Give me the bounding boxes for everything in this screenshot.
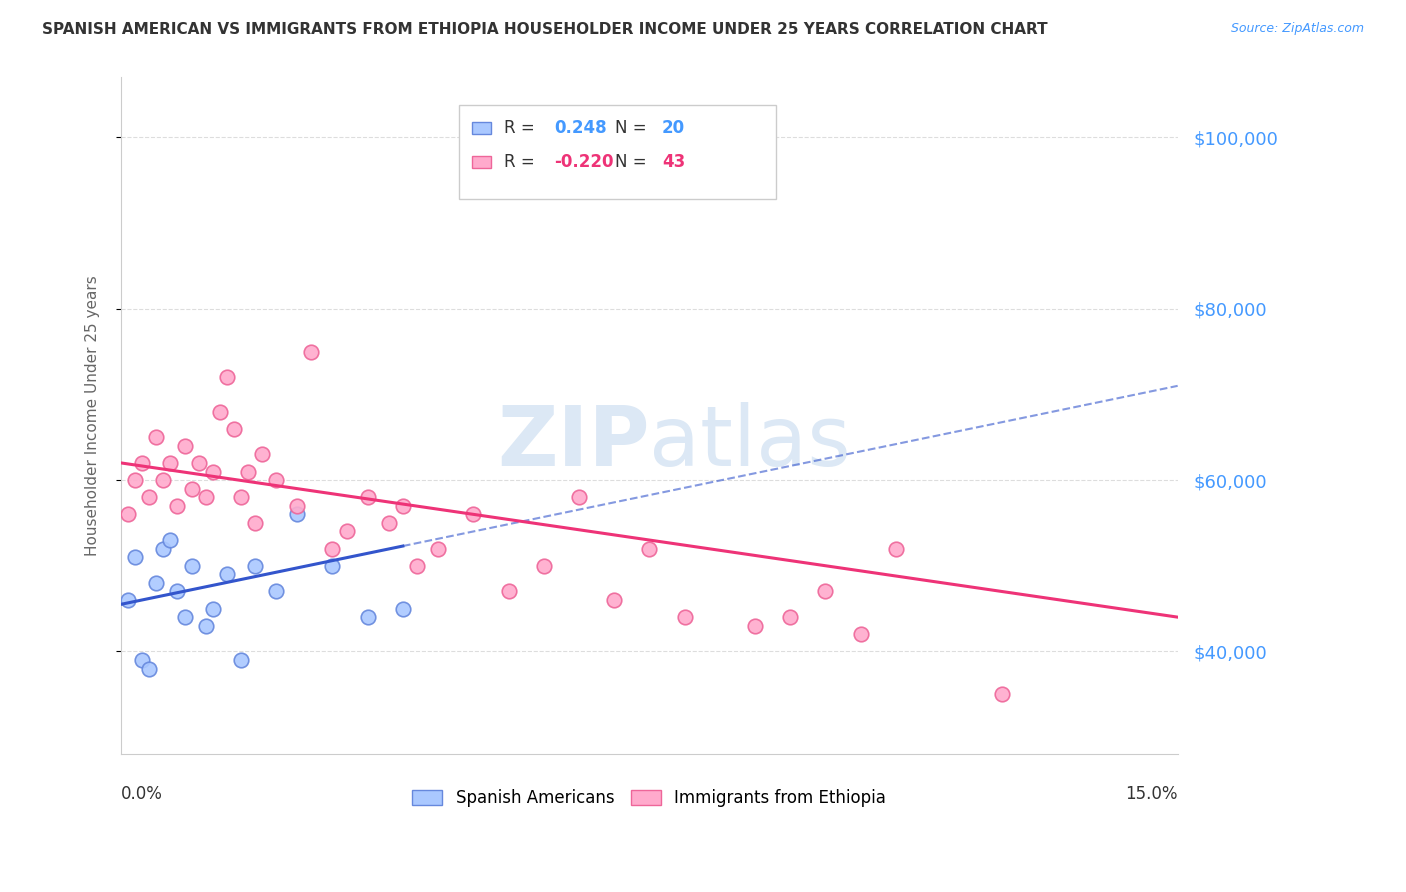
Point — [173, 610, 195, 624]
Point — [173, 439, 195, 453]
Y-axis label: Householder Income Under 25 years: Householder Income Under 25 years — [86, 276, 100, 557]
Point — [779, 610, 801, 624]
Point — [990, 687, 1012, 701]
Text: N =: N = — [614, 120, 651, 137]
Point — [463, 508, 485, 522]
Point — [568, 490, 591, 504]
Point — [744, 618, 766, 632]
Text: R =: R = — [503, 153, 540, 171]
Point — [201, 601, 224, 615]
Point — [392, 601, 415, 615]
Text: ZIP: ZIP — [496, 402, 650, 483]
Point — [215, 567, 238, 582]
Point — [166, 584, 188, 599]
Point — [392, 499, 415, 513]
Point — [814, 584, 837, 599]
Point — [498, 584, 520, 599]
Point — [321, 558, 343, 573]
Point — [285, 508, 308, 522]
Legend: Spanish Americans, Immigrants from Ethiopia: Spanish Americans, Immigrants from Ethio… — [406, 782, 893, 814]
Point — [166, 499, 188, 513]
Point — [603, 593, 626, 607]
FancyBboxPatch shape — [472, 156, 491, 168]
Point — [243, 516, 266, 530]
Text: N =: N = — [614, 153, 651, 171]
Point — [285, 499, 308, 513]
Point — [201, 465, 224, 479]
Point — [159, 456, 181, 470]
Point — [533, 558, 555, 573]
Point — [194, 490, 217, 504]
Text: 0.0%: 0.0% — [121, 785, 163, 803]
Point — [250, 447, 273, 461]
Point — [884, 541, 907, 556]
Point — [264, 584, 287, 599]
Point — [236, 465, 259, 479]
FancyBboxPatch shape — [472, 122, 491, 135]
Text: -0.220: -0.220 — [554, 153, 614, 171]
Point — [138, 661, 160, 675]
Point — [243, 558, 266, 573]
Point — [427, 541, 450, 556]
Point — [321, 541, 343, 556]
Text: SPANISH AMERICAN VS IMMIGRANTS FROM ETHIOPIA HOUSEHOLDER INCOME UNDER 25 YEARS C: SPANISH AMERICAN VS IMMIGRANTS FROM ETHI… — [42, 22, 1047, 37]
Point — [673, 610, 696, 624]
Text: 15.0%: 15.0% — [1125, 785, 1178, 803]
Point — [152, 473, 174, 487]
Point — [406, 558, 429, 573]
Text: Source: ZipAtlas.com: Source: ZipAtlas.com — [1230, 22, 1364, 36]
Point — [145, 430, 167, 444]
Point — [124, 550, 146, 565]
Point — [638, 541, 661, 556]
Point — [229, 490, 252, 504]
Point — [152, 541, 174, 556]
Point — [299, 344, 322, 359]
Text: R =: R = — [503, 120, 540, 137]
FancyBboxPatch shape — [460, 104, 776, 199]
Text: atlas: atlas — [650, 402, 851, 483]
Point — [264, 473, 287, 487]
Point — [194, 618, 217, 632]
Text: 0.248: 0.248 — [554, 120, 607, 137]
Text: 43: 43 — [662, 153, 685, 171]
Point — [117, 508, 139, 522]
Point — [215, 370, 238, 384]
Point — [159, 533, 181, 547]
Point — [180, 558, 202, 573]
Point — [208, 404, 231, 418]
Point — [131, 456, 153, 470]
Point — [378, 516, 401, 530]
Point — [138, 490, 160, 504]
Point — [117, 593, 139, 607]
Point — [335, 524, 357, 539]
Point — [131, 653, 153, 667]
Point — [356, 610, 378, 624]
Point — [222, 422, 245, 436]
Point — [180, 482, 202, 496]
Point — [145, 575, 167, 590]
Point — [187, 456, 209, 470]
Point — [849, 627, 872, 641]
Point — [229, 653, 252, 667]
Text: 20: 20 — [662, 120, 685, 137]
Point — [356, 490, 378, 504]
Point — [124, 473, 146, 487]
